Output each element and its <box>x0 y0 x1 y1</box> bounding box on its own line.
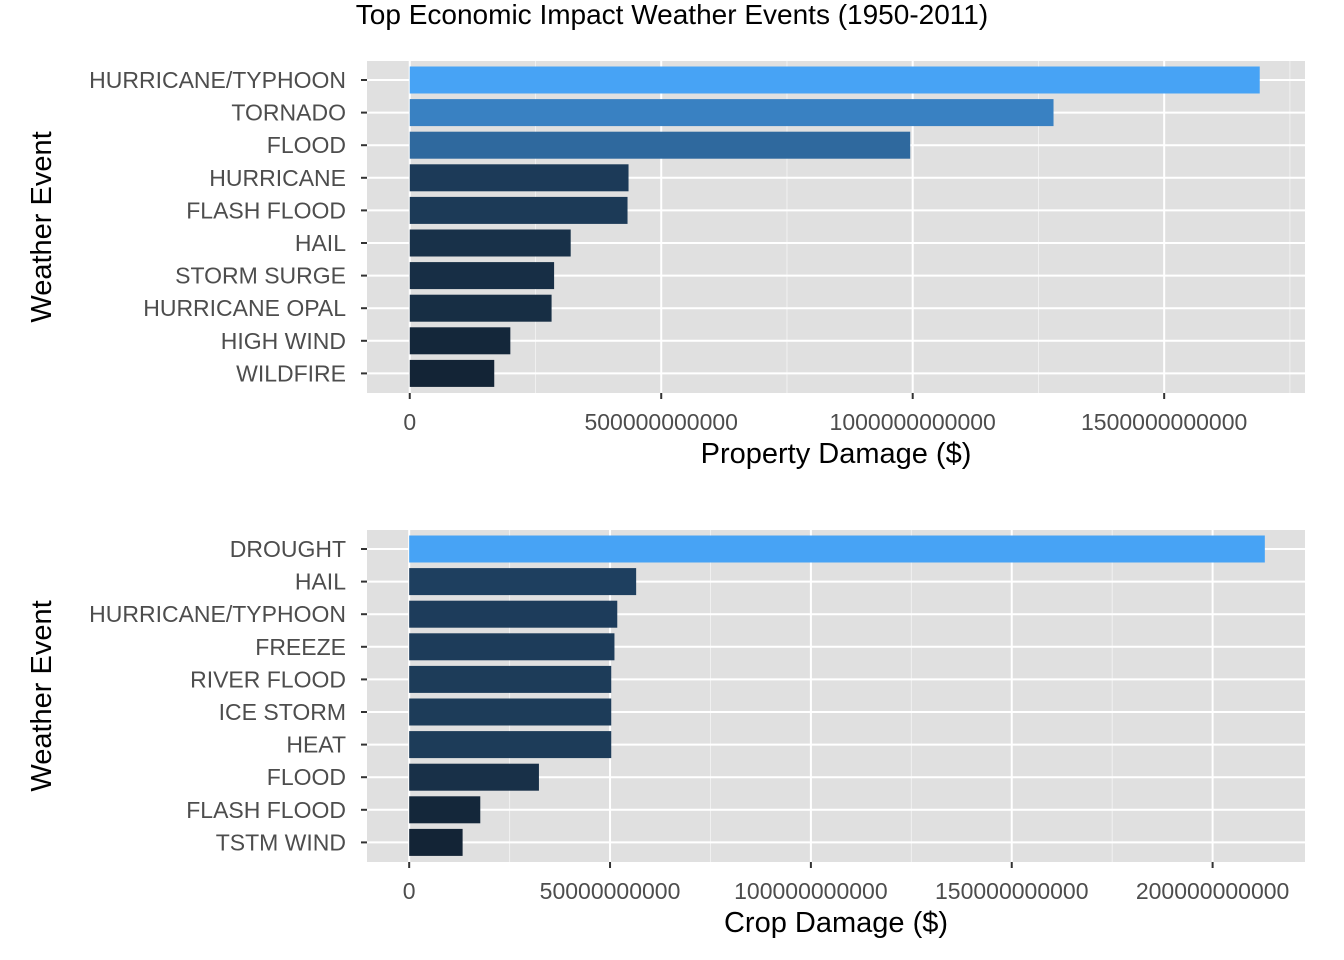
crop-y-tick-label: HURRICANE/TYPHOON <box>89 601 346 627</box>
property-y-axis: HURRICANE/TYPHOON TORNADO FLOOD HURRICANE FL… <box>89 67 367 386</box>
crop-x-axis: 0 50000000000 100000000000 150000000000 2000… <box>403 862 1290 904</box>
crop-x-tick-label: 0 <box>403 878 416 904</box>
property-x-tick-label: 1000000000000 <box>830 409 996 435</box>
property-x-axis-title: Property Damage ($) <box>701 438 972 470</box>
property-bars <box>409 66 1260 387</box>
crop-y-tick-label: FLASH FLOOD <box>186 797 346 823</box>
crop-y-tick-label: ICE STORM <box>219 699 346 725</box>
crop-y-tick-label: RIVER FLOOD <box>190 666 346 692</box>
crop-x-tick-label: 150000000000 <box>935 878 1089 904</box>
crop-y-tick-label: FREEZE <box>255 634 346 660</box>
property-y-tick-label: HIGH WIND <box>221 328 346 354</box>
chart-title: Top Economic Impact Weather Events (1950… <box>356 0 988 30</box>
property-bar-hail <box>409 229 571 257</box>
property-x-tick-label: 0 <box>403 409 416 435</box>
property-y-tick-label: FLASH FLOOD <box>186 197 346 223</box>
property-bar-tornado <box>409 99 1054 127</box>
property-bar-hurricane <box>409 164 629 192</box>
crop-y-tick-label: FLOOD <box>267 764 346 790</box>
crop-bar-freeze <box>409 633 615 661</box>
crop-bar-ice-storm <box>409 698 612 726</box>
property-y-tick-label: TORNADO <box>231 100 346 126</box>
crop-bar-hail <box>409 568 637 596</box>
property-damage-chart: HURRICANE/TYPHOON TORNADO FLOOD HURRICANE FL… <box>26 61 1305 470</box>
property-bar-storm-surge <box>409 262 555 290</box>
property-x-axis: 0 500000000000 1000000000000 1500000000000 <box>403 393 1247 435</box>
property-y-tick-label: HURRICANE OPAL <box>143 295 346 321</box>
crop-x-axis-title: Crop Damage ($) <box>724 907 948 939</box>
crop-y-tick-label: HEAT <box>286 732 346 758</box>
crop-bar-flash-flood <box>409 796 481 824</box>
crop-x-tick-label: 100000000000 <box>734 878 888 904</box>
property-x-tick-label: 1500000000000 <box>1081 409 1247 435</box>
property-bar-hurricane-opal <box>409 294 552 322</box>
crop-y-tick-label: TSTM WIND <box>216 829 346 855</box>
crop-y-axis-title: Weather Event <box>26 600 58 791</box>
property-y-tick-label: HAIL <box>295 230 346 256</box>
property-y-tick-label: FLOOD <box>267 132 346 158</box>
property-y-axis-title: Weather Event <box>26 131 58 322</box>
crop-y-axis: DROUGHT HAIL HURRICANE/TYPHOON FREEZE RIVER … <box>89 536 367 855</box>
property-y-tick-label: HURRICANE/TYPHOON <box>89 67 346 93</box>
property-y-tick-label: STORM SURGE <box>175 263 346 289</box>
crop-x-tick-label: 200000000000 <box>1136 878 1290 904</box>
property-bar-flood <box>409 131 911 159</box>
crop-bar-tstm-wind <box>409 828 463 856</box>
crop-y-tick-label: DROUGHT <box>230 536 346 562</box>
property-bar-hurricane-typhoon <box>409 66 1260 94</box>
crop-damage-chart: DROUGHT HAIL HURRICANE/TYPHOON FREEZE RIVER … <box>26 530 1305 939</box>
crop-bar-drought <box>409 535 1265 563</box>
property-bar-flash-flood <box>409 196 628 224</box>
crop-bars <box>409 535 1265 856</box>
crop-y-tick-label: HAIL <box>295 569 346 595</box>
crop-x-tick-label: 50000000000 <box>540 878 681 904</box>
property-y-tick-label: HURRICANE <box>209 165 346 191</box>
crop-bar-heat <box>409 731 612 759</box>
property-bar-wildfire <box>409 359 495 387</box>
property-bar-high-wind <box>409 327 511 355</box>
crop-bar-hurricane-typhoon <box>409 600 618 628</box>
property-x-tick-label: 500000000000 <box>584 409 738 435</box>
property-y-tick-label: WILDFIRE <box>236 360 346 386</box>
crop-bar-flood <box>409 763 539 791</box>
crop-bar-river-flood <box>409 665 612 693</box>
